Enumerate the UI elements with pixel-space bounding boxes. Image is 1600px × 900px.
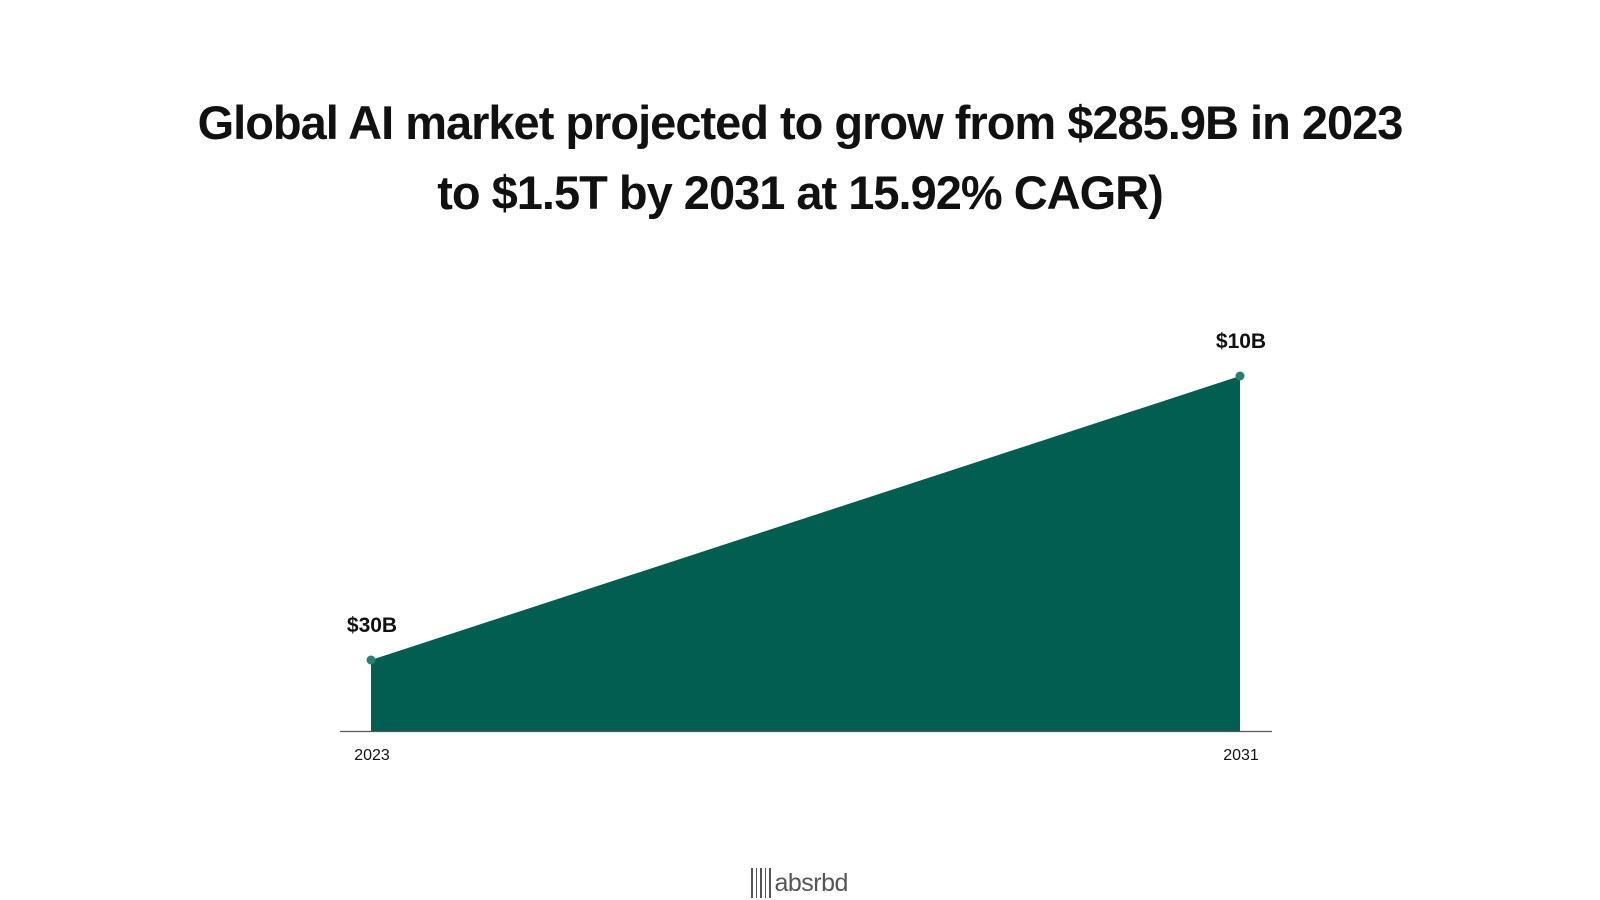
chart-title-line-1: Global AI market projected to grow from … [197,96,1404,149]
data-point [1235,371,1245,381]
area-series [371,376,1240,731]
data-point [366,655,376,665]
data-label: $30B [347,614,397,637]
brand-logo: absrbd [751,866,848,900]
x-tick-label: 2023 [354,747,390,764]
data-label: $10B [1216,330,1266,353]
barcode-icon [751,868,771,898]
brand-name: absrbd [774,868,849,897]
x-tick-label: 2031 [1223,747,1259,764]
chart-title: Global AI market projected to grow from … [0,88,1600,228]
chart-title-line-2: to $1.5T by 2031 at 15.92% CAGR) [437,166,1164,219]
